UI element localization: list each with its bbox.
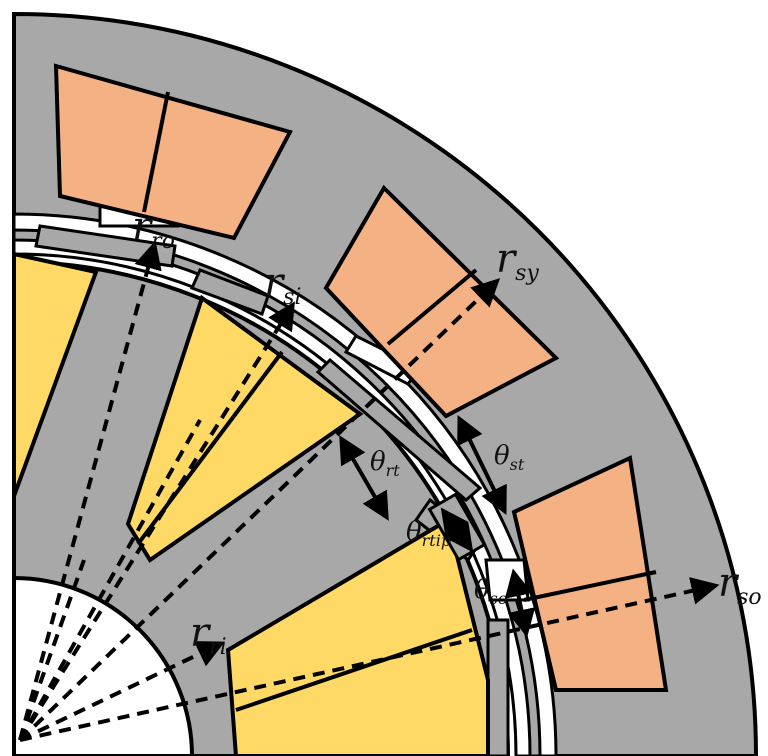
rotor-tooth-tip-5 bbox=[488, 620, 508, 756]
label-r-so: rso bbox=[718, 560, 762, 610]
svg-text:rso: rso bbox=[718, 560, 762, 610]
